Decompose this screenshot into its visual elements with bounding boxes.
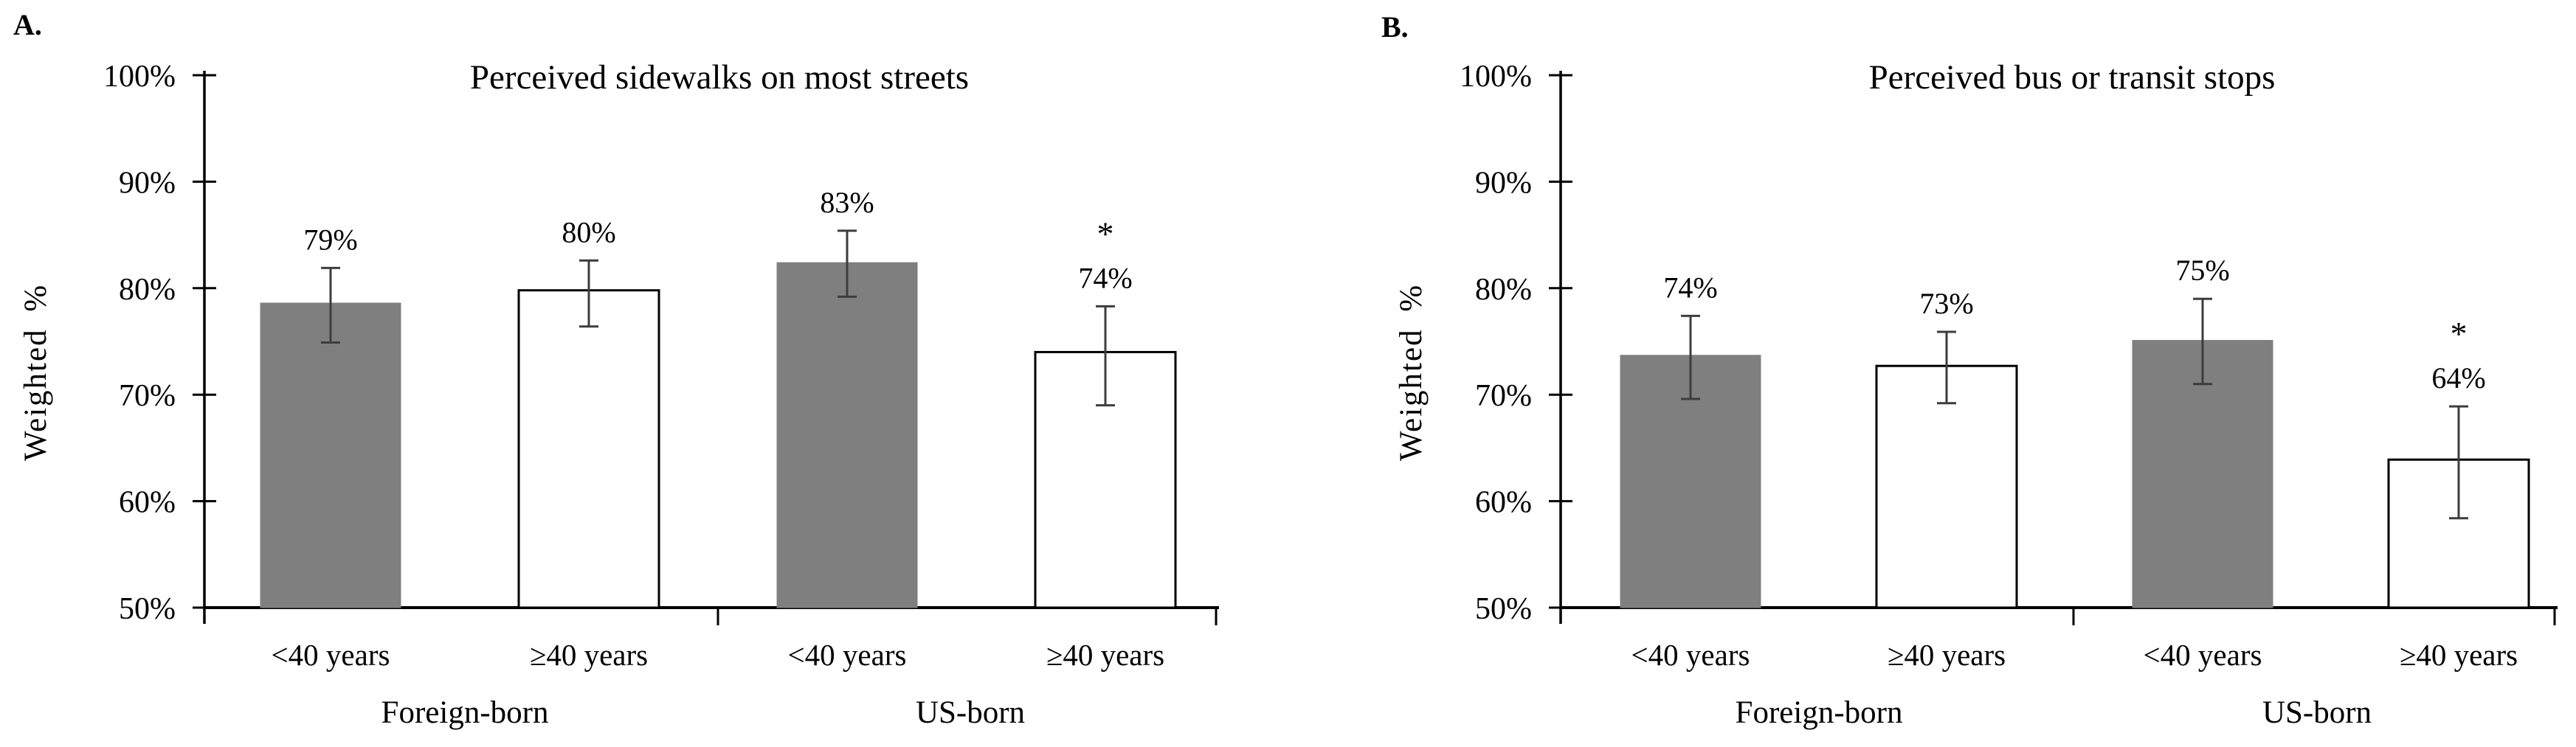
significance-asterisk: * xyxy=(1097,215,1114,252)
panel-b-plot: 50% 60% 70% 80% 90% 100% 74% <40 years 73% ≥40 ye… xyxy=(1460,60,2558,730)
bar-value-label: 83% xyxy=(820,186,874,219)
panel-a-y-axis-title: Weighted % xyxy=(18,284,53,461)
panel-b: B. Perceived bus or transit stops Weight… xyxy=(1381,10,2558,730)
panel-b-title: Perceived bus or transit stops xyxy=(1869,58,2276,97)
y-tick-label: 90% xyxy=(1475,166,1532,200)
y-tick-label: 100% xyxy=(103,60,176,94)
x-tick-label: <40 years xyxy=(2144,638,2262,672)
x-tick-label: <40 years xyxy=(1631,638,1750,672)
panel-a-plot: 50% 60% 70% 80% 90% 100% 79% <40 years 80% ≥40 ye… xyxy=(103,60,1219,730)
panel-a: A. Perceived sidewalks on most streets W… xyxy=(13,8,1219,730)
group-label: Foreign-born xyxy=(1736,695,1903,730)
bar-gray xyxy=(260,302,401,608)
y-tick-label: 60% xyxy=(119,486,176,520)
bar-value-label: 74% xyxy=(1663,271,1717,304)
panel-a-letter: A. xyxy=(13,8,42,41)
bar-value-label: 79% xyxy=(303,223,357,256)
bar-value-label: 73% xyxy=(1919,287,1973,320)
y-tick-label: 100% xyxy=(1460,60,1532,94)
panel-a-title: Perceived sidewalks on most streets xyxy=(470,58,969,97)
bar-gray xyxy=(776,262,918,608)
bar-value-label: 64% xyxy=(2431,361,2485,395)
significance-asterisk: * xyxy=(2451,315,2468,352)
y-tick-label: 80% xyxy=(119,273,176,307)
y-tick-label: 50% xyxy=(119,592,176,626)
bar-value-label: 80% xyxy=(562,215,615,249)
x-tick-label: ≥40 years xyxy=(530,638,648,672)
x-tick-label: <40 years xyxy=(788,638,907,672)
bar-value-label: 74% xyxy=(1078,261,1132,294)
panel-b-y-axis-title: Weighted % xyxy=(1394,284,1429,461)
panel-b-letter: B. xyxy=(1381,10,1409,44)
bar-value-label: 75% xyxy=(2175,254,2229,287)
x-tick-label: ≥40 years xyxy=(1046,638,1164,672)
y-tick-label: 80% xyxy=(1475,273,1532,307)
bar-white xyxy=(1875,364,2018,609)
y-tick-label: 90% xyxy=(119,166,176,200)
group-label: US-born xyxy=(2262,695,2372,730)
x-tick-label: ≥40 years xyxy=(1888,638,2006,672)
y-tick-label: 60% xyxy=(1475,486,1532,520)
x-tick-label: ≥40 years xyxy=(2400,638,2518,672)
bar-white xyxy=(517,289,660,609)
y-tick-label: 70% xyxy=(1475,379,1532,413)
y-tick-label: 50% xyxy=(1475,592,1532,626)
y-tick-label: 70% xyxy=(119,379,176,413)
x-tick-label: <40 years xyxy=(272,638,390,672)
group-label: Foreign-born xyxy=(381,695,549,730)
group-label: US-born xyxy=(916,695,1025,730)
